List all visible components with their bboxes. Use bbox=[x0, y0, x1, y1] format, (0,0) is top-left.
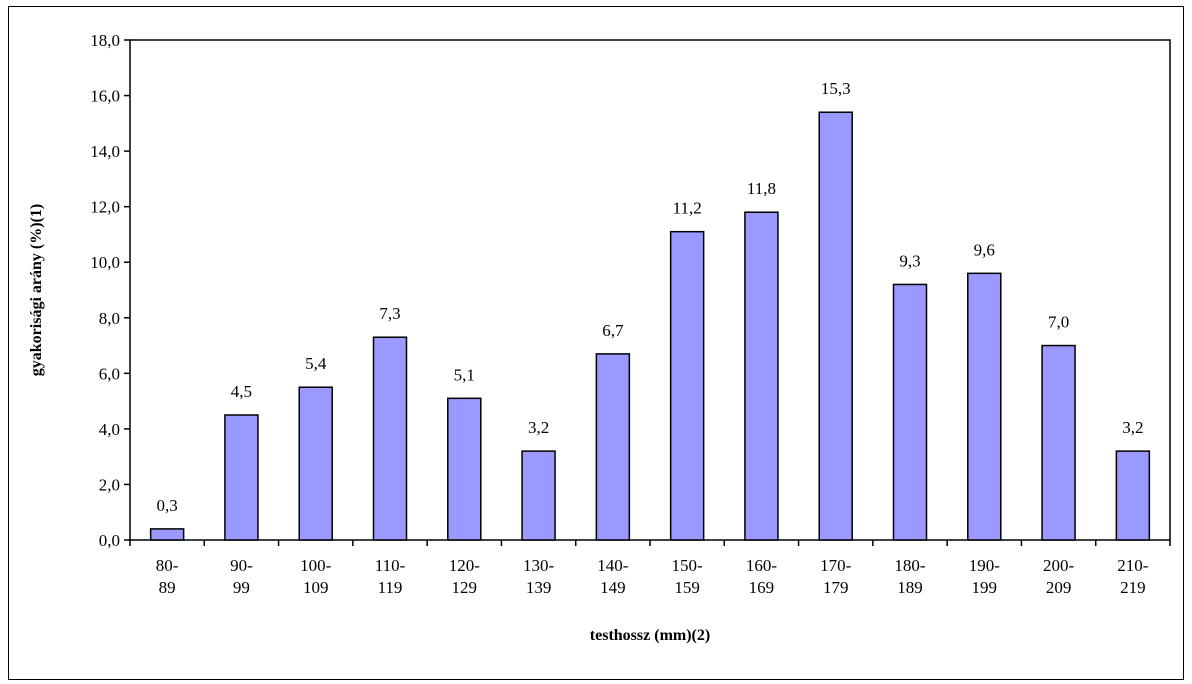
data-label: 11,2 bbox=[673, 199, 702, 218]
data-label: 15,3 bbox=[821, 79, 851, 98]
bar bbox=[818, 111, 853, 541]
x-tick-label: 119 bbox=[378, 578, 403, 597]
data-label: 11,8 bbox=[747, 179, 776, 198]
y-tick-label: 10,0 bbox=[90, 253, 120, 272]
data-label: 0,3 bbox=[157, 496, 178, 515]
bar bbox=[595, 353, 631, 541]
y-tick-label: 8,0 bbox=[99, 309, 120, 328]
x-tick-label: 159 bbox=[674, 578, 700, 597]
bar bbox=[967, 272, 1002, 541]
bar bbox=[669, 230, 705, 541]
y-tick-label: 2,0 bbox=[99, 475, 120, 494]
data-label: 9,6 bbox=[974, 240, 995, 259]
x-tick-label: 170- bbox=[820, 556, 852, 575]
bar bbox=[1115, 450, 1151, 541]
bar bbox=[149, 528, 185, 541]
x-tick-label: 100- bbox=[300, 556, 332, 575]
x-tick-label: 110- bbox=[375, 556, 406, 575]
x-tick-label: 139 bbox=[526, 578, 552, 597]
bar bbox=[372, 336, 408, 541]
data-label: 3,2 bbox=[528, 418, 549, 437]
data-label: 7,0 bbox=[1048, 313, 1069, 332]
data-label: 6,7 bbox=[602, 321, 624, 340]
x-tick-label: 210- bbox=[1117, 556, 1149, 575]
y-tick-label: 0,0 bbox=[99, 531, 120, 550]
x-tick-label: 180- bbox=[894, 556, 926, 575]
x-tick-label: 130- bbox=[523, 556, 555, 575]
x-tick-label: 189 bbox=[897, 578, 923, 597]
data-label: 9,3 bbox=[899, 251, 920, 270]
x-tick-label: 120- bbox=[449, 556, 481, 575]
bar bbox=[224, 414, 259, 541]
bar bbox=[744, 211, 779, 541]
x-tick-label: 219 bbox=[1120, 578, 1146, 597]
x-tick-label: 90- bbox=[230, 556, 253, 575]
plot-area: 0,0 2,0 4,0 6,0 8,0 10,0 12,0 14,0 16,0 18,0 0,3 80… bbox=[90, 31, 1171, 597]
x-tick-label: 80- bbox=[156, 556, 179, 575]
y-tick-label: 12,0 bbox=[90, 198, 120, 217]
x-tick-label: 149 bbox=[600, 578, 626, 597]
y-tick-label: 14,0 bbox=[90, 142, 120, 161]
x-tick-label: 199 bbox=[972, 578, 998, 597]
x-axis-title: testhossz (mm)(2) bbox=[590, 627, 710, 644]
data-label: 5,4 bbox=[305, 354, 327, 373]
plot-border bbox=[129, 39, 1171, 541]
x-tick-label: 150- bbox=[672, 556, 704, 575]
x-tick-label: 140- bbox=[597, 556, 629, 575]
x-tick-label: 209 bbox=[1046, 578, 1072, 597]
bar bbox=[892, 283, 928, 541]
y-tick-label: 6,0 bbox=[99, 364, 120, 383]
bar bbox=[298, 386, 333, 541]
x-tick-label: 109 bbox=[303, 578, 329, 597]
data-label: 4,5 bbox=[231, 382, 252, 401]
x-tick-label: 169 bbox=[749, 578, 775, 597]
x-tick-label: 99 bbox=[233, 578, 250, 597]
x-tick-label: 190- bbox=[969, 556, 1001, 575]
x-tick-label: 160- bbox=[746, 556, 778, 575]
x-tick-label: 200- bbox=[1043, 556, 1075, 575]
y-axis-title-group: gyakorisági arány (%)(1) bbox=[28, 204, 45, 376]
data-label: 5,1 bbox=[454, 365, 475, 384]
data-label: 3,2 bbox=[1122, 418, 1143, 437]
bar bbox=[447, 397, 482, 541]
x-tick-label: 89 bbox=[159, 578, 176, 597]
bar bbox=[521, 450, 556, 541]
y-tick-label: 4,0 bbox=[99, 420, 120, 439]
bar bbox=[1041, 344, 1076, 541]
x-tick-label: 129 bbox=[452, 578, 478, 597]
y-tick-label: 18,0 bbox=[90, 31, 120, 50]
y-axis-title: gyakorisági arány (%)(1) bbox=[28, 204, 45, 376]
y-tick-label: 16,0 bbox=[90, 87, 120, 106]
x-tick-label: 179 bbox=[823, 578, 849, 597]
data-label: 7,3 bbox=[379, 304, 400, 323]
